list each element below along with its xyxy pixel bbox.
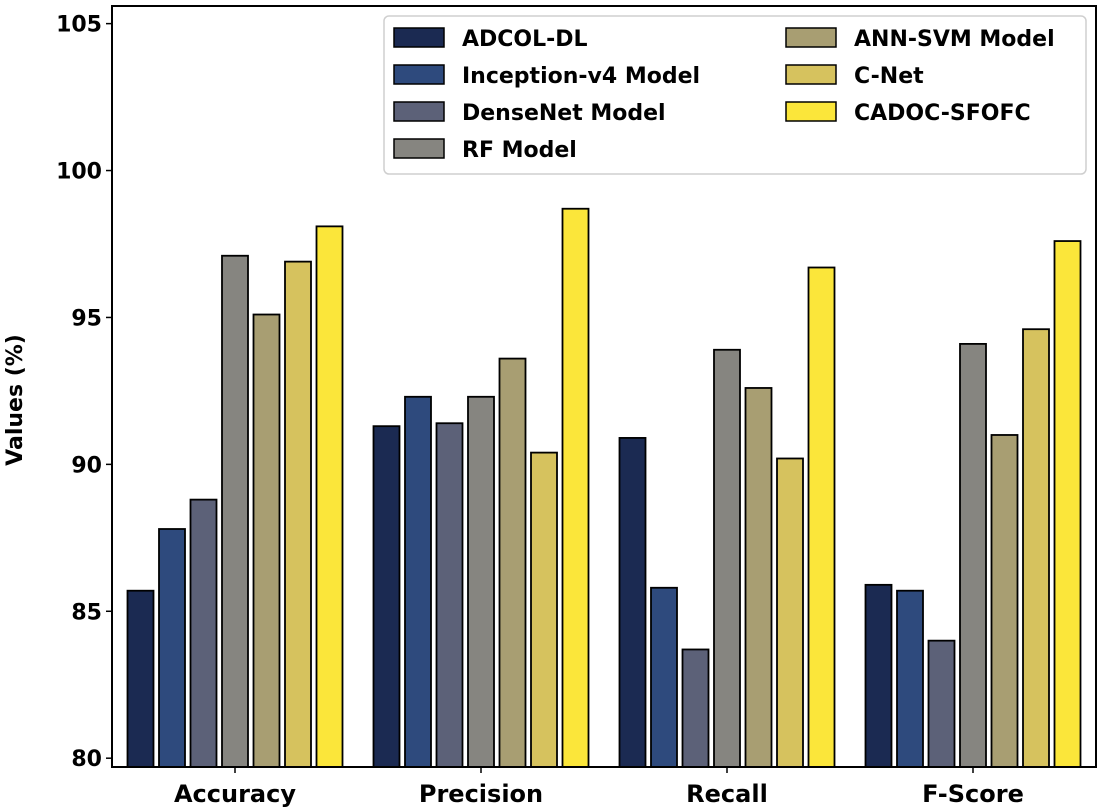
bar-recall-1	[650, 586, 678, 768]
bar-f-score-4	[990, 434, 1019, 768]
bar-accuracy-0	[126, 589, 155, 768]
legend-swatch-0	[393, 27, 445, 48]
y-tick-label: 85	[71, 600, 102, 625]
bar-f-score-6	[1053, 240, 1082, 768]
bar-f-score-1	[896, 589, 924, 768]
legend-swatch-1	[393, 64, 445, 85]
legend-swatch-5	[785, 64, 837, 85]
legend-label-2: DenseNet Model	[462, 101, 666, 126]
x-tick-label: Accuracy	[174, 780, 296, 808]
bar-recall-5	[776, 457, 804, 768]
bar-f-score-5	[1022, 328, 1050, 768]
bar-recall-2	[681, 648, 710, 768]
y-tick-label: 90	[71, 453, 102, 478]
legend-swatch-2	[393, 101, 445, 122]
bar-precision-1	[404, 395, 432, 768]
x-tick-label: Recall	[686, 780, 768, 808]
bar-recall-6	[807, 266, 836, 768]
y-tick-label: 105	[56, 13, 102, 38]
y-axis-label: Values (%)	[3, 334, 28, 466]
bar-accuracy-2	[189, 498, 218, 768]
bar-precision-6	[561, 207, 590, 768]
bar-accuracy-4	[252, 313, 281, 768]
legend-label-5: C-Net	[854, 64, 924, 89]
legend: ADCOL-DL Inception-v4 Model DenseNet Model…	[383, 15, 1087, 175]
y-tick-label: 80	[71, 747, 102, 772]
legend-label-6: CADOC-SFOFC	[854, 101, 1031, 126]
bar-f-score-3	[959, 342, 987, 768]
bar-precision-4	[498, 357, 527, 768]
x-tick-label: Precision	[419, 780, 543, 808]
legend-label-1: Inception-v4 Model	[462, 64, 700, 89]
plot-frame	[111, 5, 1097, 768]
bar-accuracy-3	[221, 254, 249, 768]
bar-precision-0	[372, 425, 401, 768]
bars-group	[126, 207, 1082, 768]
bar-accuracy-5	[284, 260, 312, 768]
bar-accuracy-6	[315, 225, 344, 768]
bar-precision-2	[435, 422, 464, 768]
bar-precision-5	[530, 451, 558, 768]
x-tick-label: F-Score	[922, 780, 1024, 808]
bar-f-score-2	[927, 639, 956, 768]
bar-f-score-0	[864, 583, 893, 768]
legend-label-4: ANN-SVM Model	[854, 27, 1055, 52]
legend-swatch-6	[785, 101, 837, 122]
legend-box	[383, 15, 1087, 175]
bar-recall-0	[618, 437, 647, 768]
bar-accuracy-1	[158, 528, 186, 768]
legend-swatch-4	[785, 27, 837, 48]
bar-recall-4	[744, 387, 773, 768]
bar-recall-3	[713, 348, 741, 768]
y-tick-label: 100	[56, 160, 102, 185]
bar-precision-3	[467, 395, 495, 768]
axes-group: Accuracy Precision Recall F-Score 80 85 90 95 10…	[56, 5, 1097, 808]
legend-swatch-3	[393, 138, 445, 159]
y-tick-label: 95	[71, 306, 102, 331]
legend-label-0: ADCOL-DL	[462, 27, 588, 52]
legend-label-3: RF Model	[462, 138, 577, 163]
